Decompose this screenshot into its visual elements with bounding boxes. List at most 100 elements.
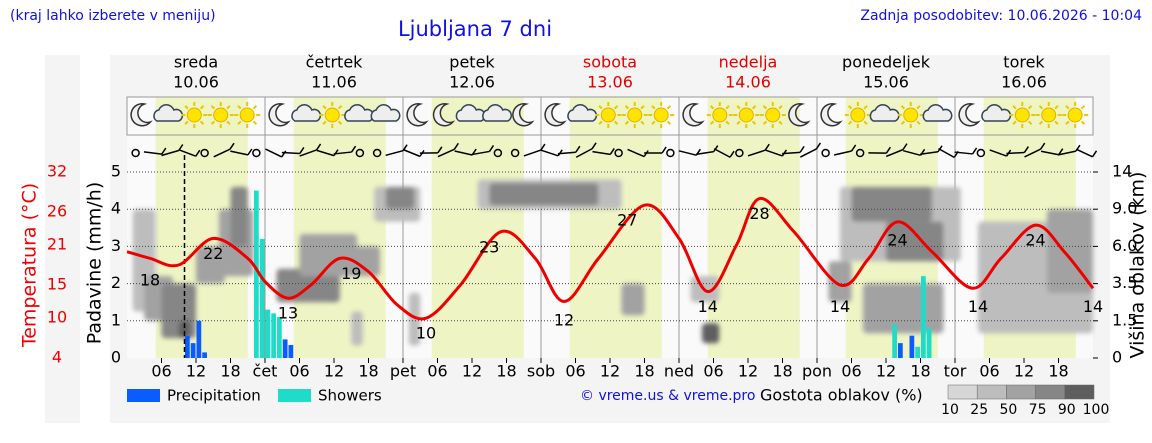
wind-barb: [782, 151, 801, 155]
y2-tick-label: 0: [1112, 348, 1122, 367]
wind-barb: [627, 148, 645, 158]
x-tick-label: 18: [910, 362, 930, 381]
x-tick-label: 18: [496, 362, 516, 381]
sun-ray: [762, 120, 768, 125]
temperature-label: 12: [554, 310, 574, 329]
sun-ray: [863, 105, 868, 110]
sun-ray: [199, 120, 205, 125]
sun-disc: [1014, 107, 1030, 123]
day-date: 10.06: [173, 73, 219, 92]
sun-ray: [725, 120, 730, 125]
wind-barb: [920, 151, 939, 155]
day-name: sobota: [583, 53, 637, 72]
wind-barb: [229, 142, 235, 150]
icon-sun: [706, 102, 733, 128]
daylight-band: [569, 97, 662, 358]
temperature-tick-label: 26: [47, 201, 67, 220]
x-tick-label: 06: [979, 362, 999, 381]
x-tick-label: 06: [841, 362, 861, 381]
y-tick-label: 4: [111, 199, 121, 218]
cloud-legend-box: [976, 384, 1007, 400]
cloud-cell: [351, 311, 363, 346]
wind-barb: [454, 150, 473, 156]
temperature-tick-label: 21: [47, 235, 67, 254]
sun-ray: [1054, 120, 1059, 125]
wind-calm: [976, 148, 986, 158]
sun-ray: [1038, 105, 1044, 110]
wind-barb: [713, 148, 731, 158]
x-tick-label: 18: [772, 362, 792, 381]
icon-moon: [432, 103, 456, 127]
cloud-legend-label: 10: [941, 402, 959, 418]
wind-barb: [471, 150, 490, 156]
wind-barb: [713, 145, 719, 153]
sun-ray: [184, 120, 189, 125]
panel: [45, 55, 80, 423]
wind-calm: [252, 148, 261, 158]
sun-ray: [210, 120, 216, 125]
icon-sun: [759, 102, 786, 128]
y2-axis-title: Višina oblakov (km): [1127, 172, 1149, 359]
wind-barb: [437, 146, 443, 154]
icon-moon: [406, 103, 429, 127]
temperature-line: [126, 197, 1095, 321]
wind-barb: [575, 145, 581, 153]
icon-moon: [820, 103, 843, 127]
temperature-label: 24: [887, 231, 907, 250]
wind-barb: [350, 145, 357, 153]
legend-swatch: [127, 389, 160, 402]
sun-disc: [765, 107, 781, 123]
icon-sun: [648, 102, 675, 128]
temperature-label: 14: [1083, 297, 1103, 316]
icon-sun: [319, 102, 346, 128]
sun-ray: [900, 105, 906, 110]
temperature-label: 27: [617, 211, 637, 230]
icon-sun: [1035, 102, 1062, 128]
sun-ray: [237, 105, 242, 110]
sun-ray: [725, 105, 730, 110]
sun-disc: [712, 107, 728, 123]
wind-barb: [989, 149, 1007, 157]
sun-ray: [226, 105, 231, 110]
sun-ray: [1065, 105, 1070, 110]
temperature-tick-label: 4: [52, 348, 62, 367]
daylight-band: [293, 97, 386, 358]
temperature-label: 18: [140, 271, 160, 290]
icon-sun: [844, 102, 871, 128]
y-tick-label: 0: [111, 348, 121, 367]
wind-barb: [851, 144, 857, 152]
precip-bar: [259, 238, 265, 358]
cloud-cell: [230, 186, 248, 247]
temperature-label: 24: [1025, 231, 1045, 250]
cloud-legend-label: 100: [1083, 402, 1110, 418]
wind-barb: [833, 150, 852, 156]
wind-calm: [200, 148, 209, 158]
precip-bar: [190, 343, 196, 358]
wind-barb: [247, 148, 253, 156]
icon-cloud: [922, 104, 953, 122]
y-tick-label: 3: [111, 236, 121, 255]
sun-disc: [738, 107, 754, 123]
precip-bar: [254, 190, 259, 358]
y-tick-label: 5: [111, 162, 121, 181]
sun-disc: [653, 107, 669, 123]
sun-ray: [736, 105, 741, 110]
wind-barb: [938, 147, 955, 159]
sun-ray: [322, 105, 327, 110]
precip-bar: [277, 317, 282, 358]
cloud-legend-label: 25: [970, 402, 988, 418]
icon-moon: [544, 103, 567, 127]
day-date: 13.06: [587, 73, 633, 92]
cloud-legend-box: [1035, 384, 1066, 400]
sun-ray: [226, 120, 231, 125]
x-tick-label: 12: [324, 362, 344, 381]
wind-barb: [213, 148, 231, 158]
x-tick-label: sob: [527, 362, 555, 381]
day-name: nedelja: [719, 53, 778, 72]
day-date: 12.06: [449, 73, 495, 92]
sun-disc: [213, 107, 229, 123]
legend-swatch: [278, 389, 311, 402]
y-axis-title: Padavine (mm/h): [84, 182, 106, 345]
sun-ray: [337, 120, 343, 125]
cloud-cell: [489, 183, 599, 206]
